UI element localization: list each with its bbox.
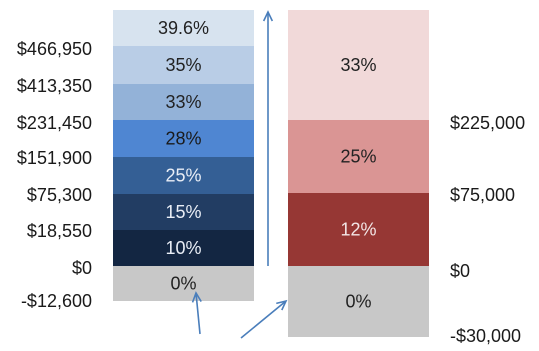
right-band-0 <box>288 10 429 120</box>
left-band-3 <box>113 120 254 157</box>
right-band-rate-3: 0% <box>345 292 371 312</box>
arrow-annotations <box>191 10 288 339</box>
left-threshold-label-5: $18,550 <box>27 221 92 241</box>
left-band-rate-3: 28% <box>165 129 201 149</box>
left-band-rate-0: 39.6% <box>158 18 209 38</box>
left-band-rate-2: 33% <box>165 92 201 112</box>
right-threshold-label-2: $0 <box>450 261 470 281</box>
left-band-rate-1: 35% <box>165 55 201 75</box>
left-threshold-label-0: $466,950 <box>17 39 92 59</box>
right-band-3 <box>288 266 429 337</box>
left-band-rate-7: 0% <box>170 274 196 294</box>
right-threshold-label-1: $75,000 <box>450 185 515 205</box>
left-band-rate-5: 15% <box>165 202 201 222</box>
right-band-rate-0: 33% <box>340 55 376 75</box>
left-band-rate-6: 10% <box>165 238 201 258</box>
diagonal-arrow <box>240 299 288 339</box>
left-band-4 <box>113 157 254 194</box>
right-bracket-column: 33% 25% 12% 0% <box>288 10 429 337</box>
right-threshold-label-0: $225,000 <box>450 113 525 133</box>
left-band-7 <box>113 266 254 301</box>
vertical-arrow <box>262 10 274 266</box>
left-threshold-label-1: $413,350 <box>17 76 92 96</box>
left-bracket-column: 39.6% 35% 33% 28% 25% 15% 10% 0% <box>113 10 254 301</box>
left-band-1 <box>113 46 254 84</box>
right-band-2 <box>288 193 429 266</box>
left-band-0 <box>113 10 254 46</box>
left-band-rate-4: 25% <box>165 166 201 186</box>
right-threshold-label-3: -$30,000 <box>450 326 521 346</box>
right-band-rate-2: 12% <box>340 220 376 240</box>
left-threshold-labels: $466,950 $413,350 $231,450 $151,900 $75,300 $… <box>17 39 92 311</box>
left-threshold-label-6: $0 <box>72 258 92 278</box>
left-band-2 <box>113 84 254 120</box>
left-threshold-label-7: -$12,600 <box>21 291 92 311</box>
left-threshold-label-2: $231,450 <box>17 113 92 133</box>
left-threshold-label-3: $151,900 <box>17 148 92 168</box>
right-band-1 <box>288 120 429 193</box>
left-threshold-label-4: $75,300 <box>27 185 92 205</box>
left-band-6 <box>113 230 254 266</box>
short-up-arrow <box>191 291 202 335</box>
left-band-5 <box>113 194 254 230</box>
right-threshold-labels: $225,000 $75,000 $0 -$30,000 <box>450 113 525 346</box>
right-band-rate-1: 25% <box>340 147 376 167</box>
